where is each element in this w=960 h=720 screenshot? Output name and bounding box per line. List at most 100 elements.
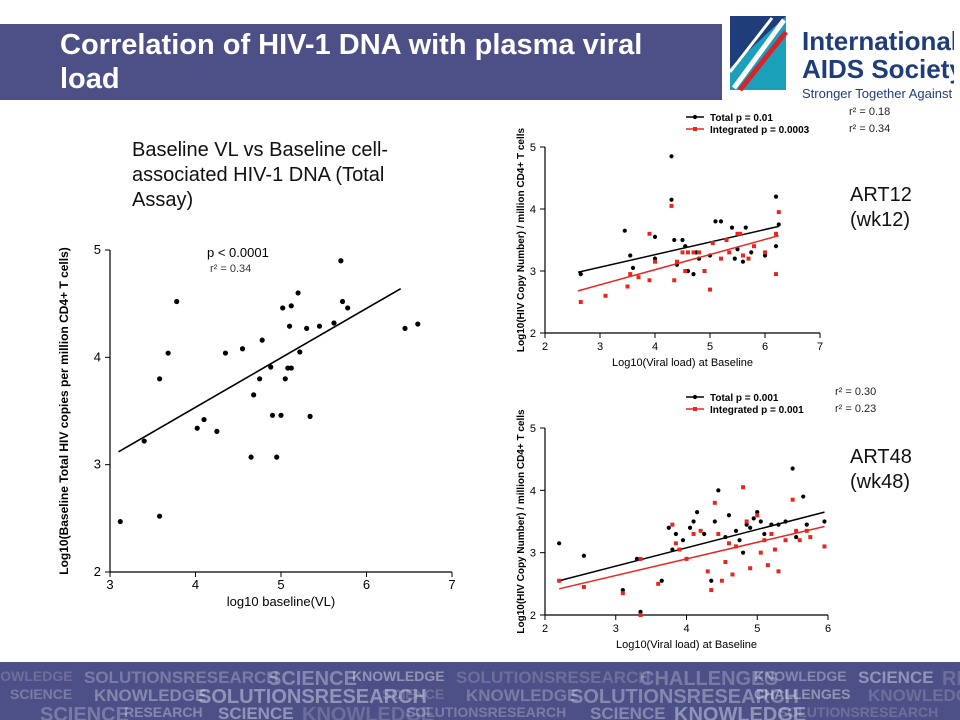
- data-point-total: [669, 154, 674, 159]
- y-tick-label: 2: [94, 564, 101, 579]
- footer-word: RESEARCH: [942, 668, 960, 690]
- data-point-total: [702, 531, 707, 537]
- y-tick-label: 3: [530, 266, 536, 278]
- data-point-total: [749, 250, 754, 255]
- x-tick-label: 6: [363, 577, 370, 592]
- data-point: [339, 298, 346, 305]
- r2-art48-integrated: r² = 0.23: [835, 403, 877, 415]
- data-point: [248, 454, 254, 460]
- data-point-integrated: [746, 256, 751, 261]
- r2-art48-total: r² = 0.30: [835, 386, 877, 398]
- footer-word: CHALLENGES: [754, 686, 851, 702]
- data-point-total: [630, 265, 636, 270]
- data-point: [307, 413, 313, 419]
- data-point-total: [776, 222, 781, 227]
- data-point: [259, 337, 265, 343]
- footer-word: SCIENCE: [218, 704, 294, 720]
- data-point: [295, 290, 301, 296]
- data-point-total: [741, 550, 746, 555]
- data-point-total: [794, 534, 799, 540]
- x-tick-label: 7: [817, 341, 823, 353]
- footer-word: SOLUTIONSRESEARCH: [778, 704, 939, 720]
- x-tick-label: 5: [754, 623, 760, 635]
- data-point: [156, 513, 163, 519]
- data-point-total: [652, 234, 658, 239]
- logo-tagline: Stronger Together Against HIV: [802, 86, 954, 101]
- data-point: [288, 303, 294, 309]
- data-point-integrated: [822, 544, 827, 549]
- data-point-total: [672, 237, 677, 243]
- data-point-total: [691, 272, 696, 277]
- y-tick-label: 5: [530, 142, 536, 154]
- data-point-integrated: [581, 584, 586, 589]
- data-point-integrated: [691, 531, 696, 536]
- data-point-integrated: [620, 591, 625, 596]
- data-point-total: [687, 525, 693, 530]
- y-tick-label: 4: [94, 349, 101, 364]
- data-point-total: [762, 253, 768, 258]
- footer-word: SOLUTIONSRESEARCH: [456, 668, 651, 687]
- data-point: [251, 392, 257, 398]
- data-point-total: [578, 272, 583, 277]
- x-tick-label: 2: [542, 623, 548, 635]
- x-tick-label: 5: [707, 341, 713, 353]
- logo-line1: International: [802, 26, 954, 56]
- data-point-integrated: [774, 231, 778, 236]
- footer-word: RESEARCH: [124, 704, 203, 720]
- data-point-integrated: [670, 522, 675, 527]
- data-point-integrated: [794, 528, 799, 533]
- data-point-integrated: [741, 253, 745, 258]
- data-point-total: [669, 197, 674, 202]
- footer-word: SOLUTIONSRESEARCH: [84, 668, 279, 687]
- data-point-integrated: [727, 250, 732, 255]
- data-point-integrated: [638, 613, 643, 617]
- data-point-integrated: [686, 250, 690, 255]
- data-point-integrated: [708, 287, 712, 292]
- footer-word: KNOWLEDGE: [94, 686, 207, 705]
- data-point-integrated: [669, 203, 674, 208]
- r2-annotation: r² = 0.34: [210, 263, 251, 275]
- data-point-total: [712, 519, 717, 524]
- ias-emblem-icon: [728, 16, 788, 92]
- footer-word: SCIENCE: [858, 668, 934, 687]
- r2-art12-total: r² = 0.18: [849, 106, 891, 118]
- data-point-total: [726, 513, 732, 518]
- data-point-total: [659, 578, 664, 583]
- title-band: [0, 24, 722, 100]
- data-point-integrated: [656, 581, 661, 586]
- data-point-integrated: [675, 259, 679, 264]
- footer-word: KNOWLEDGE: [754, 668, 847, 684]
- data-point-total: [773, 194, 779, 199]
- data-point-integrated: [716, 531, 721, 536]
- data-point: [415, 321, 421, 327]
- data-point-integrated: [625, 284, 630, 289]
- data-point-total: [755, 510, 760, 515]
- footer-word-band: KNOWLEDGESOLUTIONSRESEARCHSCIENCEKNOWLED…: [0, 662, 960, 720]
- data-point-integrated: [719, 256, 723, 261]
- data-point: [156, 376, 163, 382]
- data-point-total: [801, 494, 806, 499]
- chart-1: 2 3 4 5 6 7 2 3 4 5 Log10(Viral load) at Baseline L…: [516, 113, 823, 369]
- data-point-integrated: [734, 544, 739, 549]
- data-point-integrated: [776, 569, 781, 574]
- footer-word: SCIENCE: [590, 704, 666, 720]
- x-tick-label: 2: [542, 341, 548, 353]
- data-point-total: [666, 525, 671, 530]
- footer-word: SCIENCE: [268, 668, 357, 690]
- data-point-integrated: [790, 497, 795, 502]
- slide-title: Correlation of HIV-1 DNA with plasma vir…: [60, 29, 643, 95]
- data-point-integrated: [723, 560, 728, 565]
- data-point-integrated: [691, 250, 696, 255]
- data-point-integrated: [724, 238, 729, 242]
- data-point-total: [758, 519, 763, 524]
- data-point-total: [790, 466, 795, 471]
- data-point-total: [716, 488, 721, 493]
- data-point-integrated: [712, 500, 717, 505]
- data-point: [288, 365, 294, 371]
- data-point: [165, 350, 171, 356]
- data-point-integrated: [774, 272, 778, 277]
- legend-marker: [692, 394, 698, 400]
- data-point-integrated: [735, 231, 740, 236]
